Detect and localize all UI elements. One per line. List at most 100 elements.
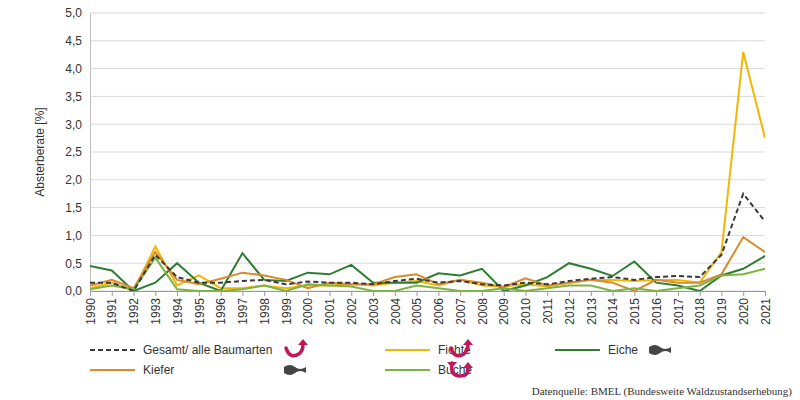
legend: Gesamt/ alle BaumartenFichteEicheKieferB… (90, 339, 671, 377)
x-tick-mark (112, 291, 113, 296)
x-tick: 1994 (171, 291, 185, 325)
y-tick: 4,5 (65, 34, 90, 48)
x-tick-label: 1998 (258, 298, 272, 325)
source-note: Datenquelle: BMEL (Bundesweite Waldzusta… (532, 385, 793, 398)
x-tick-mark (90, 291, 91, 296)
x-tick-label: 2000 (301, 298, 315, 325)
grid-line (90, 179, 765, 180)
trend-icon (286, 339, 308, 356)
y-tick: 0,0 (65, 284, 90, 298)
x-tick: 2004 (389, 291, 403, 325)
x-tick: 2008 (476, 291, 490, 325)
x-tick: 2000 (301, 291, 315, 325)
series-line (90, 194, 765, 291)
legend-swatch (385, 349, 430, 351)
x-tick-mark (351, 291, 352, 296)
y-tick-label: 0,5 (65, 257, 82, 271)
legend-label: Gesamt/ alle Baumarten (143, 343, 272, 357)
x-tick-mark (373, 291, 374, 296)
y-tick-label: 4,5 (65, 34, 82, 48)
x-tick: 2006 (432, 291, 446, 325)
grid-line (90, 235, 765, 236)
x-tick: 1999 (280, 291, 294, 325)
x-tick: 2019 (715, 291, 729, 325)
grid-line (90, 207, 765, 208)
trend-icon-arrow (463, 362, 473, 368)
y-axis-line (90, 14, 91, 292)
x-tick: 2018 (693, 291, 707, 325)
x-tick-mark (438, 291, 439, 296)
y-tick: 1,5 (65, 201, 90, 215)
x-tick: 2017 (672, 291, 686, 325)
grid-line (90, 152, 765, 153)
y-tick: 5,0 (65, 6, 90, 20)
x-tick: 1996 (214, 291, 228, 325)
trend-icon-shape (649, 345, 671, 355)
x-tick-label: 2021 (759, 298, 773, 325)
x-tick-mark (308, 291, 309, 296)
x-tick-label: 1994 (171, 298, 185, 325)
x-tick-mark (525, 291, 526, 296)
x-tick-mark (634, 291, 635, 296)
y-tick: 4,0 (65, 62, 90, 76)
x-tick-mark (286, 291, 287, 296)
legend-item: Buche (385, 362, 473, 377)
series-line (90, 237, 765, 291)
x-tick-label: 2013 (585, 298, 599, 325)
x-tick-label: 1991 (105, 298, 119, 325)
grid-line (90, 263, 765, 264)
x-tick-mark (743, 291, 744, 296)
x-tick-label: 2014 (606, 298, 620, 325)
x-tick-label: 1999 (280, 298, 294, 325)
y-tick: 1,0 (65, 229, 90, 243)
x-tick-label: 2016 (650, 298, 664, 325)
legend-item: Gesamt/ alle Baumarten (90, 339, 308, 357)
trend-icon-arrow (463, 339, 473, 345)
x-tick-mark (199, 291, 200, 296)
x-tick-label: 2006 (432, 298, 446, 325)
x-tick: 1991 (105, 291, 119, 325)
x-tick-mark (504, 291, 505, 296)
y-tick-label: 5,0 (65, 6, 82, 20)
x-tick-label: 1996 (214, 298, 228, 325)
y-axis-title: Absterberate [%] (33, 107, 47, 196)
x-tick: 2012 (563, 291, 577, 325)
x-tick-mark (417, 291, 418, 296)
series-line (90, 253, 765, 291)
x-tick-mark (460, 291, 461, 296)
x-tick-mark (155, 291, 156, 296)
x-tick: 2003 (367, 291, 381, 325)
y-tick-label: 3,0 (65, 118, 82, 132)
legend-swatch (90, 349, 135, 351)
legend-label: Fichte (438, 343, 471, 357)
x-tick-label: 2002 (345, 298, 359, 325)
x-tick-label: 1990 (84, 298, 98, 325)
x-tick-mark (656, 291, 657, 296)
y-axis: 0,00,51,01,52,02,53,03,54,04,55,0 (65, 6, 90, 298)
trend-icon-shape (284, 365, 306, 375)
trend-icon (284, 365, 306, 375)
legend-item: Fichte (385, 339, 473, 357)
x-tick: 2009 (497, 291, 511, 325)
x-tick-mark (134, 291, 135, 296)
y-tick: 0,5 (65, 257, 90, 271)
y-tick-label: 4,0 (65, 62, 82, 76)
x-tick: 1997 (236, 291, 250, 325)
y-tick-label: 2,0 (65, 173, 82, 187)
trend-icon-arrow (447, 362, 457, 368)
x-tick-label: 2008 (476, 298, 490, 325)
y-tick-label: 2,5 (65, 145, 82, 159)
x-tick: 1992 (127, 291, 141, 325)
x-tick: 2020 (737, 291, 751, 325)
x-tick-label: 2001 (323, 298, 337, 325)
x-tick: 2001 (323, 291, 337, 325)
x-tick-label: 2010 (519, 298, 533, 325)
series-line (90, 52, 765, 291)
x-tick-mark (482, 291, 483, 296)
x-tick-label: 2003 (367, 298, 381, 325)
x-tick-label: 2019 (715, 298, 729, 325)
x-tick: 2005 (410, 291, 424, 325)
x-tick: 2007 (454, 291, 468, 325)
grid (90, 13, 765, 291)
x-tick-mark (547, 291, 548, 296)
